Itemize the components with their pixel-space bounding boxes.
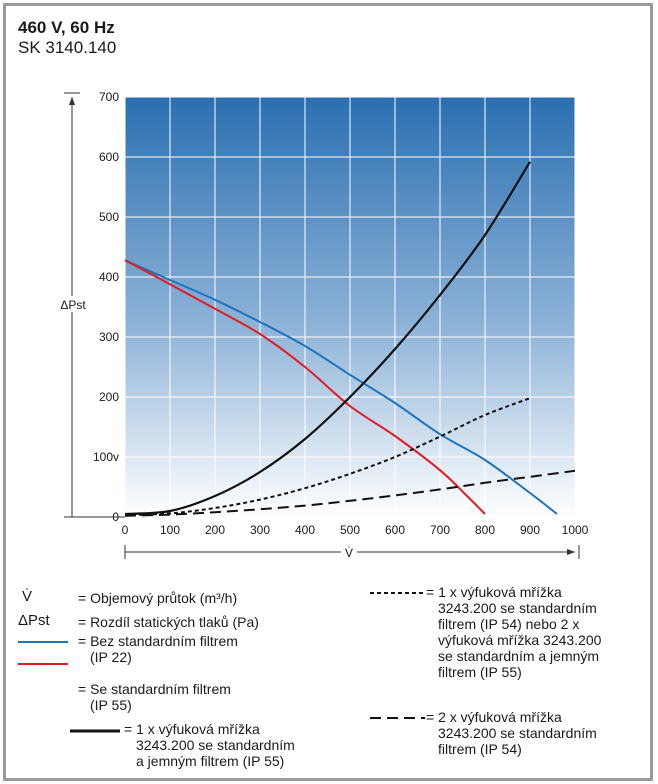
y-axis-arrow-head [69,97,75,105]
legend-v-symbol: V̇ [22,588,33,605]
x-ticks: 0 100 200 300 400 500 600 700 800 900 1000 [122,523,589,537]
series-line-1 [124,259,486,515]
x-tick-label: 400 [295,523,315,537]
y-tick-label: 200 [99,390,119,404]
legend-dashed-text-3: filtrem (IP 54) [438,741,522,757]
legend-dp-text: = Rozdíl statických tlaků (Pa) [78,614,259,630]
series-line-4 [124,469,576,517]
legend-black-line [70,729,120,733]
legend-red-swatch [18,663,68,665]
x-tick-label: 100 [160,523,180,537]
x-axis-label-bg [341,544,357,560]
y-tick-label: 300 [99,330,119,344]
grid [124,96,576,518]
y-tick-label: 700 [99,90,119,104]
y-tick-label: 500 [99,210,119,224]
legend-dashed-text-1: = 2 x výfuková mřížka [426,709,562,725]
y-axis-label-bg [60,296,86,312]
page-subtitle: SK 3140.140 [18,38,117,57]
x-axis-label: V̇ [345,546,353,560]
x-tick-label: 500 [340,523,360,537]
legend-black-text-3: a jemným filtrem (IP 55) [136,753,285,769]
legend-dashed-line [370,717,425,719]
legend-dotted-text-5: se standardním a jemným [438,648,600,664]
legend-red-text-1: = Se standardním filtrem [78,681,231,697]
legend-blue-text-1: = Bez standardním filtrem [78,633,238,649]
series-group [124,161,576,517]
legend-v-text: = Objemový průtok (m³/h) [78,590,238,606]
x-tick-label: 300 [250,523,270,537]
legend-blue-swatch [18,641,68,643]
x-tick-label: 900 [520,523,540,537]
x-tick-label: 600 [385,523,405,537]
x-tick-label: 700 [430,523,450,537]
y-tick-label: 100v [93,450,119,464]
legend-dotted-text-1: = 1 x výfuková mřížka [426,584,562,600]
legend-blue-text-2: (IP 22) [90,649,132,665]
series-line-2 [124,161,531,516]
legend-dotted-text-2: 3243.200 se standardním [438,600,597,616]
legend-black-text-2: 3243.200 se standardním [136,737,295,753]
y-axis-label: ΔPst [60,298,86,312]
x-tick-label: 0 [122,523,129,537]
y-tick-label: 600 [99,150,119,164]
legend-dotted-text-4: výfuková mřížka 3243.200 [438,632,602,648]
legend-dashed-text-2: 3243.200 se standardním [438,725,597,741]
legend-black-text-1: = 1 x výfuková mřížka [124,721,260,737]
x-tick-label: 1000 [562,523,589,537]
x-axis-arrow-head [567,549,575,555]
y-tick-label: 400 [99,270,119,284]
x-tick-label: 200 [205,523,225,537]
legend-dotted-line [370,592,425,594]
series-line-3 [124,397,531,517]
page-title: 460 V, 60 Hz [18,18,115,37]
legend-dp-symbol: ΔPst [18,612,50,629]
legend-dotted-text-3: filtrem (IP 54) nebo 2 x [438,616,580,632]
legend-red-text-2: (IP 55) [90,697,132,713]
x-tick-label: 800 [475,523,495,537]
legend-dotted-text-6: filtrem (IP 55) [438,664,522,680]
series-line-0 [124,259,558,515]
